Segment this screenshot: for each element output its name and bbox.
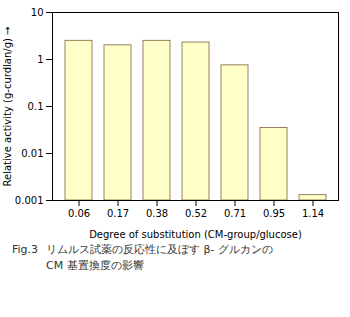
html-text:リムルス試薬の反応性に及ぼす β- グルカンの: リムルス試薬の反応性に及ぼす β- グルカンの: [46, 243, 273, 256]
svg-text:0.95: 0.95: [263, 208, 285, 219]
svg-text:0.001: 0.001: [15, 195, 44, 206]
svg-text:0.17: 0.17: [107, 208, 129, 219]
svg-text:0.01: 0.01: [21, 148, 43, 159]
svg-text:1: 1: [37, 54, 43, 65]
html-text:Fig.3: Fig.3: [12, 243, 39, 256]
svg-text:Relative activity (g-curdlan/g: Relative activity (g-curdlan/g) →: [2, 27, 13, 187]
svg-text:0.1: 0.1: [28, 101, 44, 112]
svg-text:0.06: 0.06: [68, 208, 90, 219]
svg-text:0.52: 0.52: [185, 208, 207, 219]
svg-text:0.38: 0.38: [146, 208, 168, 219]
svg-text:1.14: 1.14: [302, 208, 324, 219]
html-text:CM 基置換度の影響: CM 基置換度の影響: [46, 259, 144, 272]
svg-text:10: 10: [31, 7, 44, 18]
svg-text:0.71: 0.71: [224, 208, 246, 219]
svg-text:Degree of substitution (CM-gro: Degree of substitution (CM-group/glucose…: [89, 229, 302, 240]
